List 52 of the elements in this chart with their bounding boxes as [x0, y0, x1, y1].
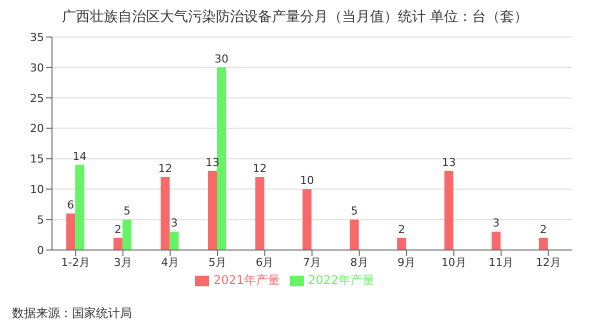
- y-tick-label: 35: [30, 30, 44, 44]
- bar: [444, 170, 454, 250]
- bar: [255, 176, 264, 250]
- y-tick-label: 5: [37, 213, 44, 226]
- data-label: 2: [540, 222, 547, 236]
- x-tick-label: 3月: [114, 256, 132, 269]
- bar: [350, 220, 359, 250]
- bar: [492, 232, 501, 250]
- bar: [397, 238, 406, 250]
- y-tick-label: 0: [37, 244, 44, 257]
- data-label: 10: [300, 174, 314, 188]
- x-tick-label: 6月: [256, 256, 274, 269]
- source-note: 数据来源：国家统计局: [12, 305, 132, 322]
- x-tick-label: 12月: [536, 256, 561, 269]
- data-label: 12: [252, 162, 267, 175]
- legend-label: 2021年产量: [213, 273, 280, 287]
- data-label: 2: [114, 222, 122, 236]
- x-tick-label: 4月: [161, 256, 180, 269]
- data-label: 6: [67, 198, 74, 212]
- bar: [66, 213, 76, 250]
- x-tick-label: 5月: [208, 256, 226, 269]
- bar: [122, 220, 132, 250]
- bar: [170, 232, 179, 250]
- x-tick-label: 9月: [398, 256, 416, 269]
- y-tick-label: 10: [30, 183, 44, 196]
- x-tick-label: 8月: [350, 256, 368, 269]
- y-tick-label: 30: [30, 61, 44, 74]
- bar: [113, 238, 122, 250]
- legend-label: 2022年产量: [308, 273, 375, 287]
- data-label: 3: [492, 216, 500, 230]
- bar: [160, 176, 170, 250]
- data-label: 14: [72, 150, 87, 163]
- bar: [302, 189, 312, 250]
- data-label: 5: [123, 204, 130, 218]
- x-tick-label: 7月: [303, 256, 321, 269]
- y-tick-label: 25: [30, 92, 44, 105]
- x-tick-label: 10月: [441, 256, 466, 269]
- x-tick-label: 11月: [488, 256, 514, 269]
- bar: [217, 67, 226, 250]
- y-tick-label: 20: [30, 122, 44, 136]
- data-label: 3: [170, 216, 178, 230]
- bar: [75, 164, 84, 250]
- data-label: 5: [350, 204, 358, 218]
- data-label: 2: [398, 222, 406, 236]
- x-tick-label: 1-2月: [61, 256, 90, 269]
- bar: [208, 170, 217, 250]
- bar: [538, 238, 548, 250]
- y-tick-label: 15: [30, 152, 44, 166]
- data-label: 12: [158, 162, 172, 175]
- data-label: 13: [442, 156, 456, 169]
- chart-title: 广西壮族自治区大气污染防治设备产量分月（当月值）统计 单位：台（套）: [60, 8, 530, 27]
- data-label: 30: [214, 52, 228, 66]
